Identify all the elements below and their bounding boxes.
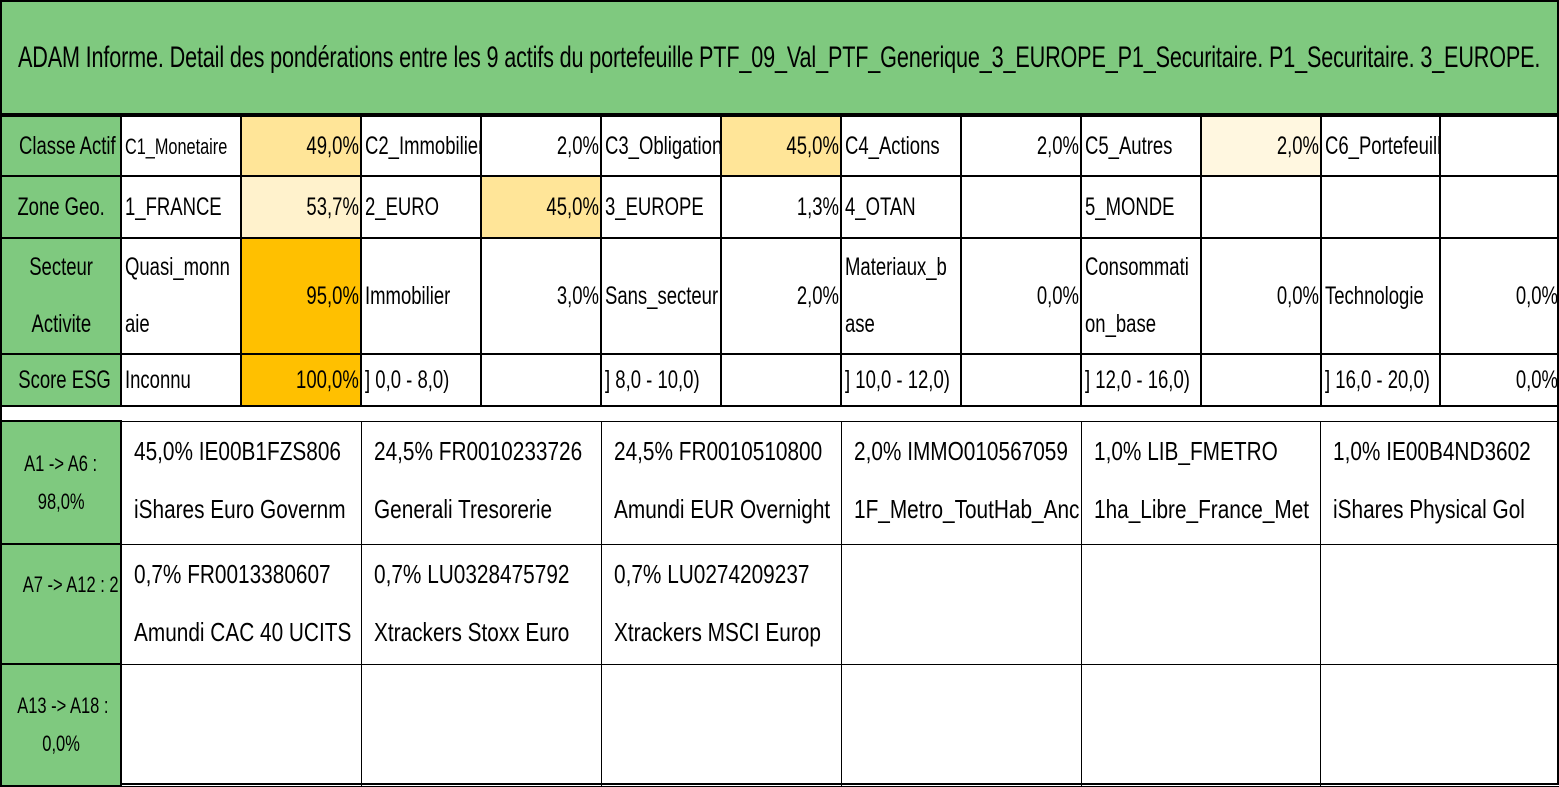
cell-pct: 2,0% bbox=[1200, 115, 1322, 177]
cell-pct: 100,0% bbox=[240, 353, 362, 407]
weights-grid: Classe Actif C1_Monetaire 49,0% C2_Immob… bbox=[0, 115, 1559, 407]
cell-label: Consommation_base bbox=[1080, 237, 1202, 355]
cell-pct: 95,0% bbox=[240, 237, 362, 355]
asset-cell: 0,7% LU0328475792 Xtrackers Stoxx Euro bbox=[360, 543, 602, 665]
cell-pct bbox=[720, 353, 842, 407]
cell-pct: 45,0% bbox=[720, 115, 842, 177]
cell-pct: 3,0% bbox=[480, 237, 602, 355]
assets-header-a13-a18: A13 -> A18 : 0,0% bbox=[0, 663, 122, 787]
cell-pct: 45,0% bbox=[480, 175, 602, 239]
cell-label: C2_Immobilier bbox=[360, 115, 482, 177]
asset-cell: 2,0% IMMO010567059 1F_Metro_ToutHab_Anc bbox=[840, 420, 1082, 545]
cell-label: ] 16,0 - 20,0) bbox=[1320, 353, 1441, 407]
asset-cell: 1,0% IE00B4ND3602 iShares Physical Gol bbox=[1319, 420, 1559, 545]
cell-pct: 0,0% bbox=[1439, 237, 1559, 355]
asset-cell bbox=[1080, 543, 1321, 665]
cell-label: Sans_secteur bbox=[600, 237, 722, 355]
assets-header-a7-a12: A7 -> A12 : 2,0% bbox=[0, 543, 122, 665]
cell-label: Immobilier bbox=[360, 237, 482, 355]
asset-cell bbox=[360, 663, 602, 787]
cell-pct bbox=[1439, 115, 1559, 177]
asset-cell bbox=[840, 543, 1082, 665]
cell-pct bbox=[960, 353, 1082, 407]
cell-label: ] 10,0 - 12,0) bbox=[840, 353, 962, 407]
cell-pct bbox=[960, 175, 1082, 239]
assets-row-a7-a12: A7 -> A12 : 2,0% 0,7% FR0013380607Amundi… bbox=[0, 543, 1559, 665]
assets-header-a1-a6: A1 -> A6 : 98,0% bbox=[0, 420, 122, 545]
cell-label: ] 12,0 - 16,0) bbox=[1080, 353, 1202, 407]
zone-geo-header: Zone Geo. bbox=[0, 175, 122, 239]
asset-cell: 0,7% FR0013380607 Amundi CAC 40 UCITS bbox=[120, 543, 362, 665]
cell-pct: 2,0% bbox=[480, 115, 602, 177]
row-secteur-activite: Secteur Activite Quasi_monnaie 95,0% Imm… bbox=[0, 237, 1559, 355]
cell-label bbox=[1320, 175, 1441, 239]
assets-row-a1-a6: A1 -> A6 : 98,0% 45,0% IE00B1FZS806 iShar… bbox=[0, 420, 1559, 545]
asset-cell bbox=[120, 663, 362, 787]
cell-pct: 53,7% bbox=[240, 175, 362, 239]
cell-pct: 0,0% bbox=[960, 237, 1082, 355]
asset-cell: 24,5% FR0010233726 Generali Tresorerie bbox=[360, 420, 602, 545]
score-esg-header: Score ESG bbox=[0, 353, 122, 407]
asset-cell bbox=[1319, 663, 1559, 787]
cell-label: ] 0,0 - 8,0) bbox=[360, 353, 482, 407]
cell-pct: 0,0% bbox=[1439, 353, 1559, 407]
cell-label: Technologie bbox=[1320, 237, 1441, 355]
cell-label: C5_Autres bbox=[1080, 115, 1202, 177]
row-zone-geo: Zone Geo. 1_FRANCE 53,7% 2_EURO 45,0% 3_… bbox=[0, 175, 1559, 239]
asset-cell bbox=[840, 663, 1082, 787]
asset-cell: 45,0% IE00B1FZS806 iShares Euro Governm bbox=[120, 420, 362, 545]
cell-pct: 49,0% bbox=[240, 115, 362, 177]
cell-pct bbox=[1200, 353, 1322, 407]
cell-label: 4_OTAN bbox=[840, 175, 962, 239]
asset-cell bbox=[1319, 543, 1559, 665]
cell-label: ] 8,0 - 10,0) bbox=[600, 353, 722, 407]
cell-pct bbox=[480, 353, 602, 407]
asset-cell: 0,7% LU0274209237 Xtrackers MSCI Europ bbox=[600, 543, 842, 665]
cell-label: C3_Obligations bbox=[600, 115, 722, 177]
report-title-text: ADAM Informe. Detail des pondérations en… bbox=[18, 40, 1541, 74]
cell-label: 3_EUROPE bbox=[600, 175, 722, 239]
assets-row-a13-a18: A13 -> A18 : 0,0% bbox=[0, 663, 1559, 787]
cell-label: Quasi_monnaie bbox=[120, 237, 242, 355]
cell-label: C4_Actions bbox=[840, 115, 962, 177]
row-score-esg: Score ESG Inconnu 100,0% ] 0,0 - 8,0) ] … bbox=[0, 353, 1559, 407]
cell-label: 2_EURO bbox=[360, 175, 482, 239]
cell-pct bbox=[1439, 175, 1559, 239]
cell-label: C6_Portefeuill bbox=[1320, 115, 1441, 177]
cell-pct: 2,0% bbox=[720, 237, 842, 355]
cell-pct bbox=[1200, 175, 1322, 239]
assets-table: A1 -> A6 : 98,0% 45,0% IE00B1FZS806 iShar… bbox=[0, 420, 1559, 787]
cell-label: C1_Monetaire bbox=[120, 115, 242, 177]
asset-cell bbox=[1080, 663, 1321, 787]
report-title: ADAM Informe. Detail des pondérations en… bbox=[0, 0, 1559, 115]
asset-cell bbox=[600, 663, 842, 787]
cell-label: 5_MONDE bbox=[1080, 175, 1202, 239]
cell-pct: 1,3% bbox=[720, 175, 842, 239]
asset-cell: 24,5% FR0010510800 Amundi EUR Overnight bbox=[600, 420, 842, 545]
row-classe-actif: Classe Actif C1_Monetaire 49,0% C2_Immob… bbox=[0, 115, 1559, 177]
classe-actif-header: Classe Actif bbox=[0, 115, 122, 177]
cell-label: Inconnu bbox=[120, 353, 242, 407]
cell-pct: 2,0% bbox=[960, 115, 1082, 177]
cell-label: 1_FRANCE bbox=[120, 175, 242, 239]
asset-cell: 1,0% LIB_FMETRO 1ha_Libre_France_Met bbox=[1080, 420, 1321, 545]
cell-label: Materiaux_base bbox=[840, 237, 962, 355]
cell-pct: 0,0% bbox=[1200, 237, 1322, 355]
secteur-header: Secteur Activite bbox=[0, 237, 122, 355]
